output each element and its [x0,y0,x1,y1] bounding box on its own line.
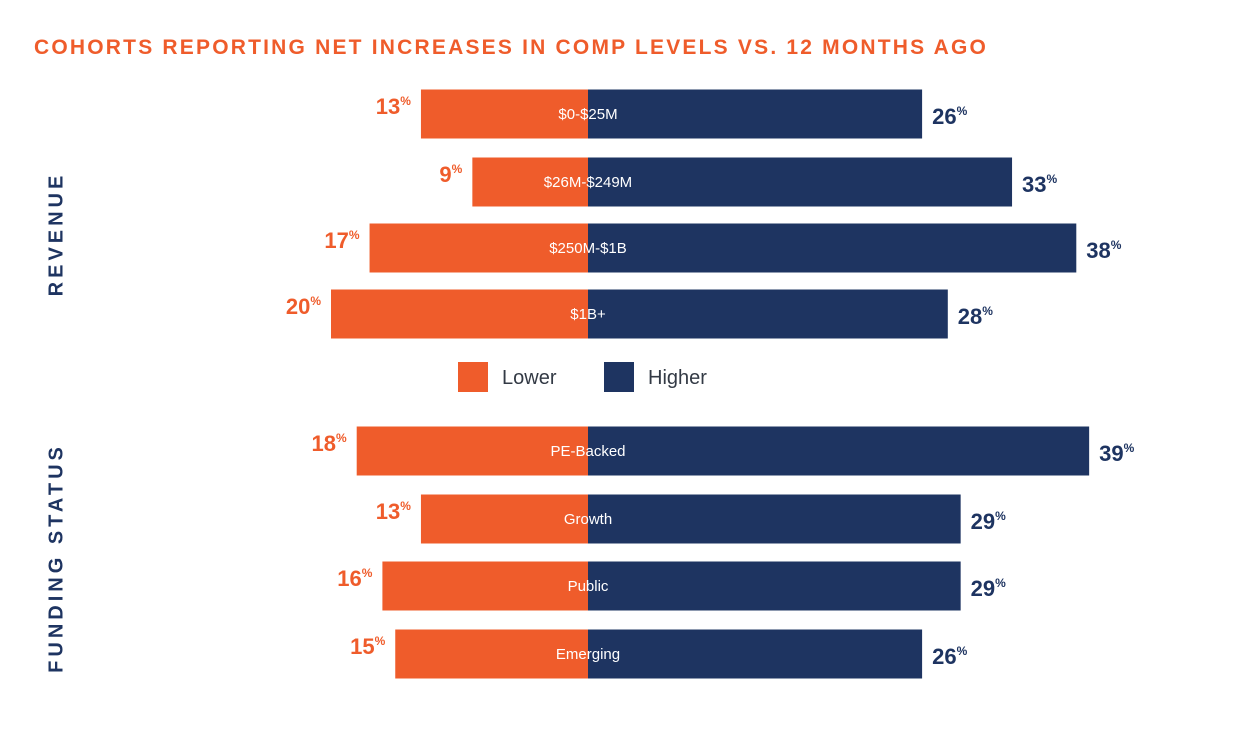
value-label-higher: 39% [1099,441,1134,466]
group-labels: REVENUE FUNDING STATUS [45,172,67,673]
value-label-higher: 38% [1086,238,1121,263]
legend-swatch [458,362,488,392]
value-label-lower: 17% [324,228,359,253]
value-label-higher: 26% [932,644,967,669]
bar-row-1b: $1B+ 20% 28% [286,289,993,339]
bar-lower [331,289,588,339]
bars-layer: $0-$25M 13% 26% $26M-$249M 9% 33% $250M-$1B 17%… [286,89,1135,679]
legend-item-higher: Higher [604,362,707,392]
bar-row-26m-249m: $26M-$249M 9% 33% [439,157,1058,207]
value-label-lower: 15% [350,634,385,659]
value-label-lower: 13% [376,499,411,524]
group-label-revenue: REVENUE [45,172,67,297]
bar-row-250m-1b: $250M-$1B 17% 38% [324,223,1122,273]
bar-lower [356,426,588,476]
bar-higher [588,289,948,339]
value-label-lower: 9% [439,162,462,187]
legend-swatch [604,362,634,392]
bar-higher [588,494,961,544]
bar-row-public: Public 16% 29% [337,561,1006,611]
category-label: Public [568,578,609,595]
bar-higher [588,561,961,611]
group-label-funding-status: FUNDING STATUS [45,443,67,673]
legend-item-lower: Lower [458,362,557,392]
bar-row-pe-backed: PE-Backed 18% 39% [312,426,1135,476]
legend-label: Higher [648,367,707,389]
category-label: $1B+ [570,306,606,323]
bar-higher [588,426,1090,476]
bar-higher [588,223,1077,273]
category-label: $0-$25M [558,106,617,123]
bar-row-0-25m: $0-$25M 13% 26% [376,89,968,139]
value-label-lower: 18% [312,431,347,456]
legend-label: Lower [502,367,557,389]
value-label-lower: 13% [376,94,411,119]
category-label: $26M-$249M [544,174,632,191]
category-label: Emerging [556,646,620,663]
bar-higher [588,157,1013,207]
value-label-lower: 16% [337,566,372,591]
bar-lower [369,223,588,273]
bar-lower [395,629,588,679]
bar-lower [382,561,588,611]
bar-higher [588,89,923,139]
bar-lower [420,494,588,544]
bar-lower [472,157,588,207]
value-label-higher: 29% [971,509,1006,534]
value-label-higher: 26% [932,104,967,129]
bar-lower [420,89,588,139]
value-label-higher: 28% [958,304,993,329]
category-label: $250M-$1B [549,240,627,257]
category-label: PE-Backed [550,443,625,460]
value-label-higher: 29% [971,576,1006,601]
chart-title: COHORTS REPORTING NET INCREASES IN COMP … [34,36,988,59]
category-label: Growth [564,511,612,528]
bar-higher [588,629,923,679]
value-label-higher: 33% [1022,172,1057,197]
legend: Lower Higher [458,362,707,392]
bar-row-growth: Growth 13% 29% [376,494,1006,544]
bar-row-emerging: Emerging 15% 26% [350,629,968,679]
value-label-lower: 20% [286,294,321,319]
